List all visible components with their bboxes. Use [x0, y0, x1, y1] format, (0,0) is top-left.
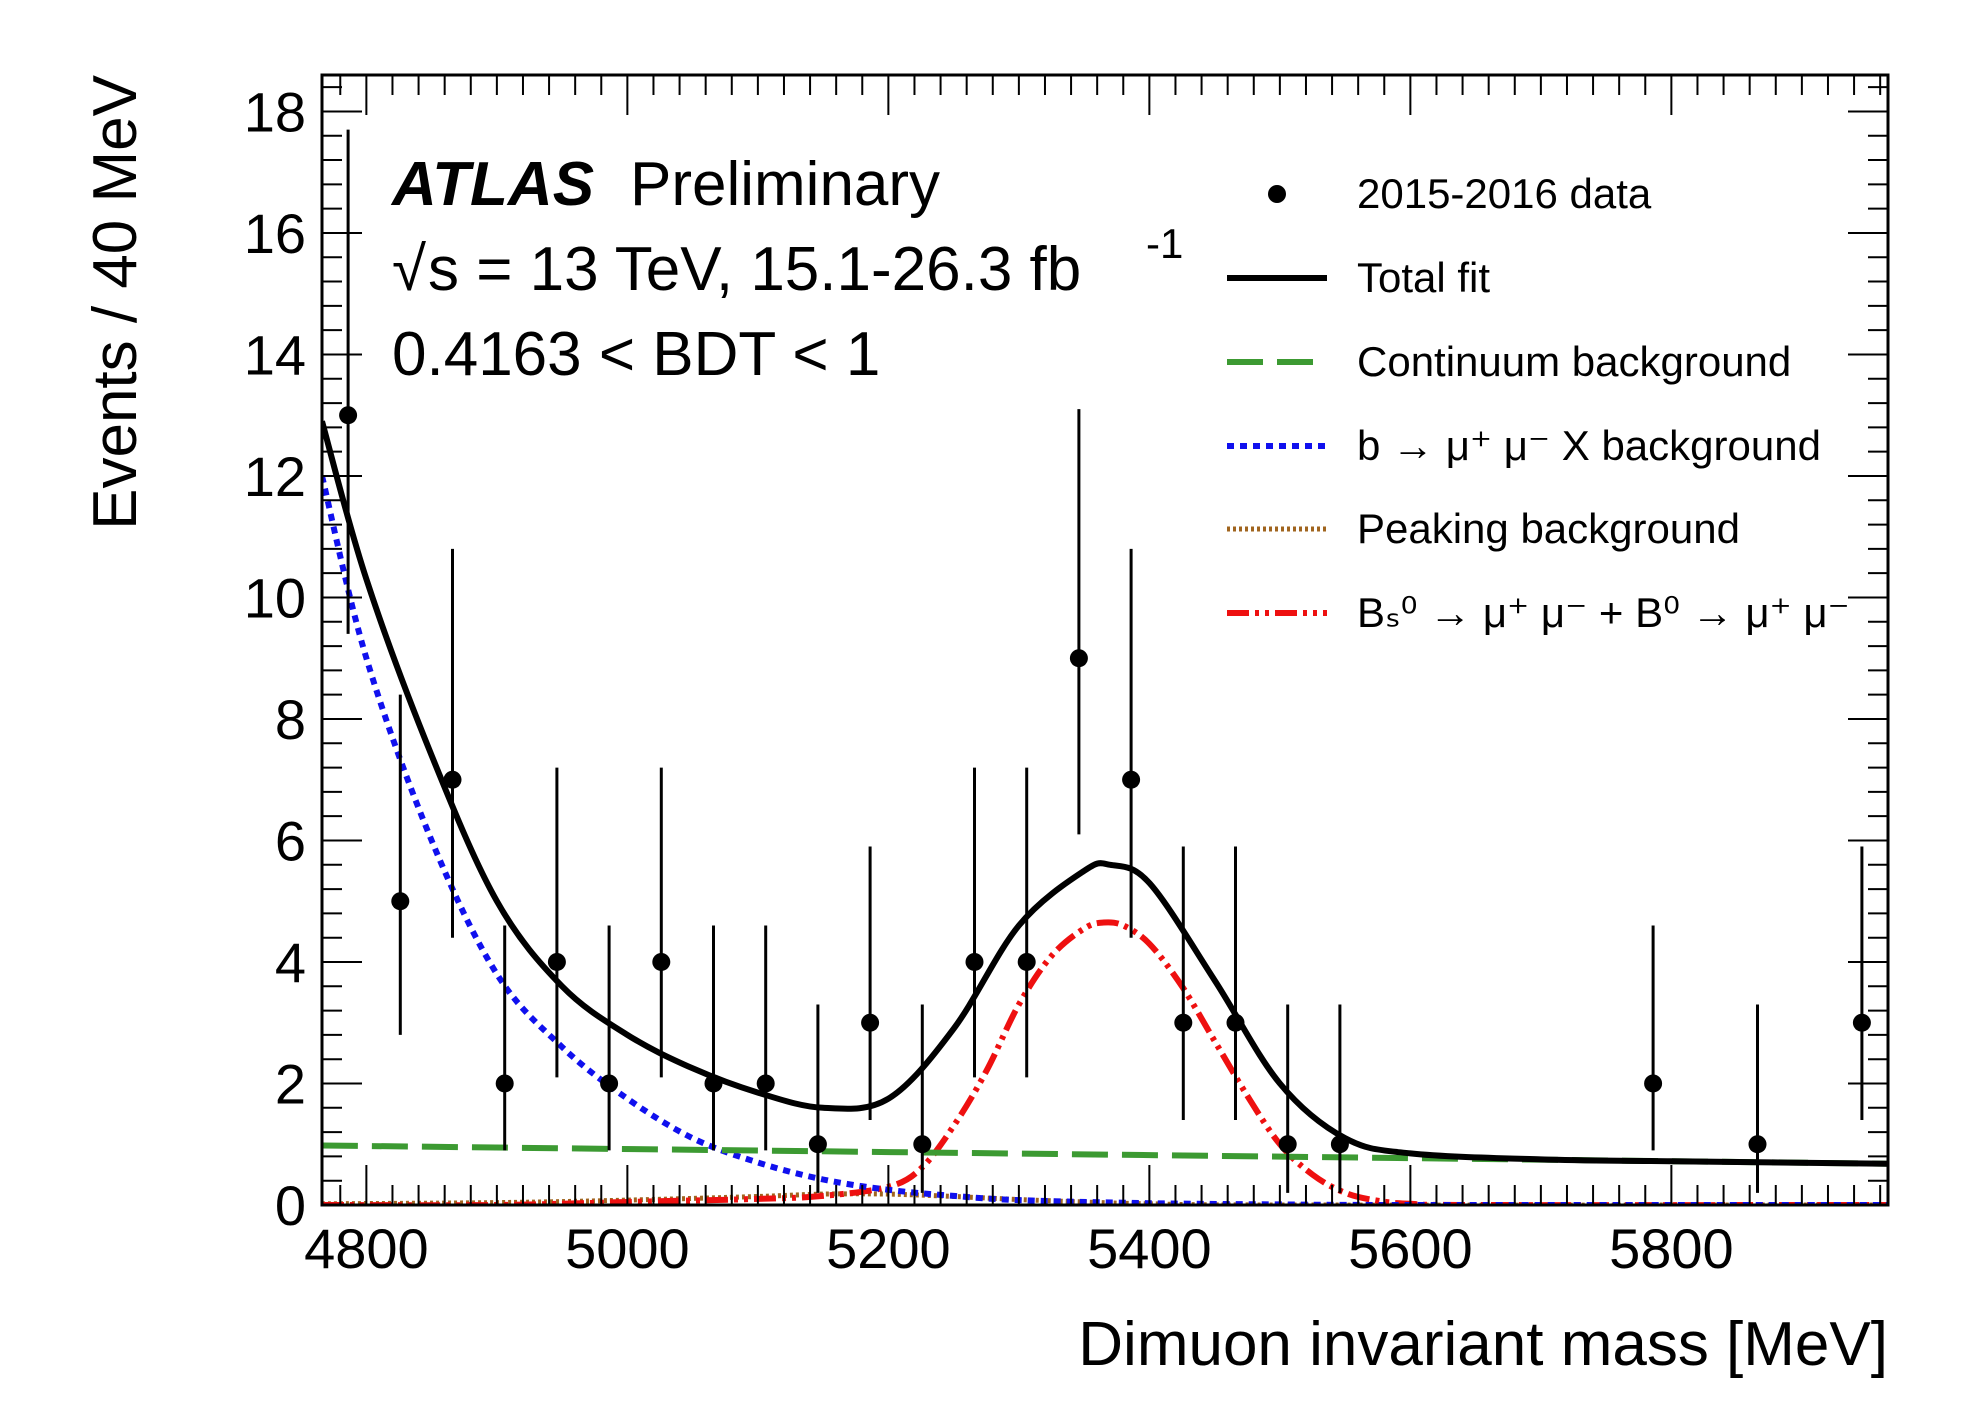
data-marker	[495, 1074, 514, 1093]
experiment-label: ATLAS	[390, 150, 594, 219]
legend-bmumux-label: b → μ⁺ μ⁻ X background	[1357, 422, 1821, 469]
data-point	[1278, 1004, 1297, 1193]
x-axis-title: Dimuon invariant mass [MeV]	[1078, 1310, 1888, 1379]
data-marker	[547, 952, 566, 971]
sqrt-icon: √	[392, 235, 426, 304]
x-tick-label: 5200	[826, 1217, 951, 1280]
legend-peaking-label: Peaking background	[1357, 505, 1740, 552]
y-axis: 0 2 4 6 8 10 12 14 16 18	[244, 80, 1888, 1237]
y-tick-label: 8	[275, 688, 306, 751]
data-point	[808, 1004, 827, 1193]
data-marker	[1278, 1135, 1297, 1154]
y-tick-label: 18	[244, 80, 306, 143]
plot-series	[322, 129, 1888, 1205]
status-label: Preliminary	[630, 150, 940, 219]
data-marker	[1017, 952, 1036, 971]
legend-data-label: 2015-2016 data	[1357, 170, 1652, 217]
energy-label: √ s = 13 TeV, 15.1-26.3 fb -1	[392, 220, 1183, 304]
data-point	[1017, 767, 1036, 1078]
data-point	[600, 925, 619, 1151]
x-tick-label: 5600	[1348, 1217, 1473, 1280]
data-marker	[1122, 770, 1141, 789]
series-line-dotted	[322, 475, 1888, 1205]
y-axis-title: Events / 40 MeV	[81, 74, 150, 530]
legend-continuum-label: Continuum background	[1357, 338, 1791, 385]
x-tick-label: 5400	[1087, 1217, 1212, 1280]
atlas-label: ATLAS Preliminary	[390, 150, 940, 219]
data-point	[1748, 1004, 1767, 1193]
data-marker	[1852, 1013, 1871, 1032]
y-tick-label: 12	[244, 445, 306, 508]
legend: 2015-2016 data Total fit Continuum backg…	[1227, 170, 1850, 636]
energy-superscript: -1	[1146, 220, 1183, 267]
y-tick-label: 16	[244, 202, 306, 265]
legend-signal-label: Bₛ⁰ → μ⁺ μ⁻ + B⁰ → μ⁺ μ⁻	[1357, 589, 1850, 636]
data-marker	[1644, 1074, 1663, 1093]
data-marker	[1069, 649, 1088, 668]
y-tick-label: 14	[244, 323, 306, 386]
plot-border	[320, 73, 1890, 1207]
data-point	[391, 694, 410, 1035]
data-marker	[756, 1074, 775, 1093]
y-tick-label: 10	[244, 566, 306, 629]
data-marker	[652, 952, 671, 971]
data-marker	[339, 406, 358, 425]
data-point	[1226, 846, 1245, 1120]
data-point	[913, 1004, 932, 1193]
data-point	[1644, 925, 1663, 1151]
legend-data-marker	[1268, 185, 1286, 203]
x-axis: 4800 5000 5200 5400 5600 5800	[304, 75, 1882, 1280]
y-tick-label: 2	[275, 1052, 306, 1115]
data-marker	[1226, 1013, 1245, 1032]
data-marker	[913, 1135, 932, 1154]
series-line-dash-dot-dot	[322, 919, 1888, 1205]
data-point	[1330, 1004, 1349, 1193]
data-point	[861, 846, 880, 1120]
y-tick-label: 4	[275, 931, 306, 994]
y-tick-label: 0	[275, 1174, 306, 1237]
series-line-solid	[322, 420, 1888, 1167]
data-marker	[391, 892, 410, 911]
data-point	[652, 767, 671, 1078]
energy-text: s = 13 TeV, 15.1-26.3 fb	[428, 235, 1081, 304]
data-marker	[704, 1074, 723, 1093]
y-tick-label: 6	[275, 809, 306, 872]
data-marker	[808, 1135, 827, 1154]
data-point	[1852, 846, 1871, 1120]
data-marker	[1748, 1135, 1767, 1154]
data-marker	[443, 770, 462, 789]
data-point	[1174, 846, 1193, 1120]
x-tick-label: 5800	[1609, 1217, 1734, 1280]
x-tick-label: 5000	[565, 1217, 690, 1280]
data-marker	[1174, 1013, 1193, 1032]
data-point	[339, 129, 358, 634]
data-point	[704, 925, 723, 1151]
data-point	[443, 548, 462, 938]
data-point	[965, 767, 984, 1078]
data-marker	[600, 1074, 619, 1093]
data-point	[756, 925, 775, 1151]
selection-label: 0.4163 < BDT < 1	[392, 320, 880, 389]
data-marker	[861, 1013, 880, 1032]
plot-frame	[320, 73, 1890, 1207]
x-tick-label: 4800	[304, 1217, 429, 1280]
data-point	[495, 925, 514, 1151]
legend-total-label: Total fit	[1357, 254, 1490, 301]
data-point	[1069, 409, 1088, 835]
data-point	[547, 767, 566, 1078]
data-point	[1122, 548, 1141, 938]
data-marker	[1330, 1135, 1349, 1154]
data-marker	[965, 952, 984, 971]
plot-area	[322, 129, 1888, 1205]
